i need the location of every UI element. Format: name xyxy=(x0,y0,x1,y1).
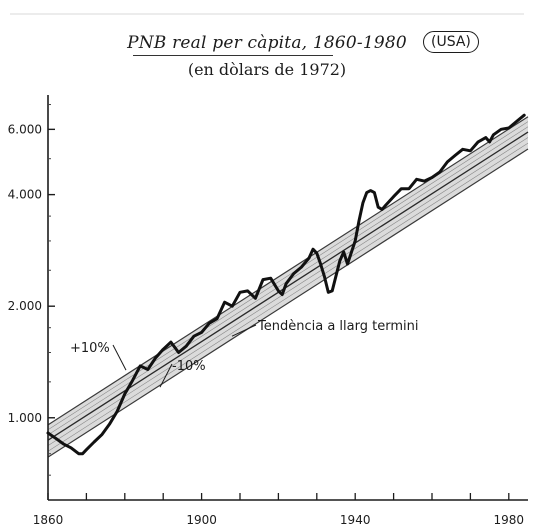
title-underline xyxy=(133,55,333,56)
minus-10-leader xyxy=(159,363,173,388)
gnp-per-capita-line xyxy=(46,113,526,456)
trend-label: Tendència a llarg termini xyxy=(257,319,418,334)
plus-10-label: +10% xyxy=(70,341,110,356)
plus-10-leader xyxy=(112,344,127,371)
minus-10-label: -10% xyxy=(172,359,206,374)
trend-band-hatch xyxy=(47,137,529,446)
trend-band-hatch xyxy=(47,121,529,431)
y-tick-label: 6.000 xyxy=(8,122,42,136)
plus-10-band-line xyxy=(47,116,529,426)
annotations: Tendència a llarg termini +10% -10% xyxy=(10,13,524,388)
chart-subtitle: (en dòlars de 1972) xyxy=(187,60,347,79)
long-term-trend-line xyxy=(47,131,529,441)
chart-title: PNB real per càpita, 1860-1980 xyxy=(127,33,407,53)
x-tick-label: 1980 xyxy=(494,513,525,527)
y-tick-label: 4.000 xyxy=(8,188,42,202)
y-tick-label: 1.000 xyxy=(8,411,42,425)
data-series xyxy=(46,113,526,456)
y-tick-label: 2.000 xyxy=(8,299,42,313)
x-tick-label: 1900 xyxy=(186,513,217,527)
trend-band-hatch xyxy=(47,142,529,452)
x-tick-label: 1860 xyxy=(33,513,64,527)
country-badge: (USA) xyxy=(423,31,479,53)
x-tick-label: 1940 xyxy=(340,513,371,527)
minus-10-band-line xyxy=(47,148,529,458)
chart-title-block: PNB real per càpita, 1860-1980 (USA) xyxy=(0,31,534,53)
trend-label-leader xyxy=(231,324,257,337)
